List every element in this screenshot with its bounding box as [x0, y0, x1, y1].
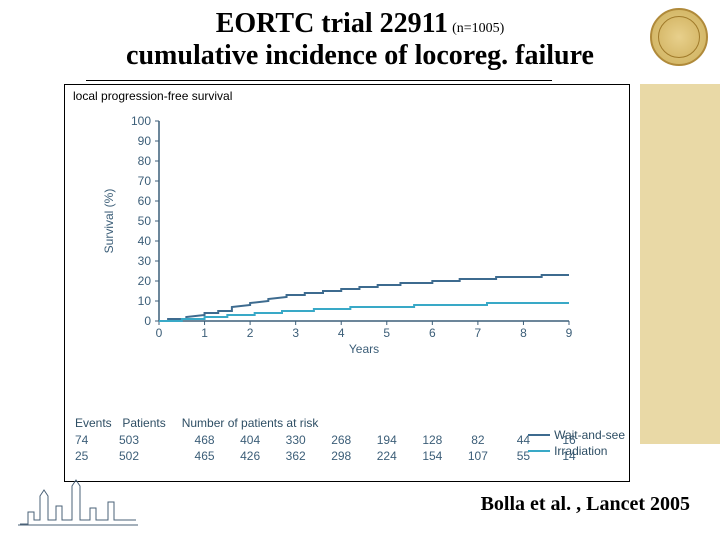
- risk-patients: 503: [119, 433, 175, 447]
- survival-plot: 0 10 20 30 40 50 60 70 80 90 100 0 1 2 3 4 5 6 7 8 9 Years Sur…: [95, 109, 595, 369]
- slide-title: EORTC trial 22911 (n=1005) cumulative in…: [0, 8, 720, 72]
- risk-count: 194: [373, 433, 401, 447]
- svg-text:20: 20: [138, 274, 152, 288]
- svg-text:90: 90: [138, 134, 152, 148]
- risk-events: 74: [75, 433, 119, 447]
- plot-svg: 0 10 20 30 40 50 60 70 80 90 100 0 1 2 3 4 5 6 7 8 9 Years Sur…: [95, 109, 595, 369]
- legend-label: Wait-and-see: [554, 428, 625, 442]
- svg-text:70: 70: [138, 174, 152, 188]
- title-line1: EORTC trial 22911: [216, 8, 448, 39]
- legend-row: Wait-and-see: [528, 427, 625, 443]
- legend: Wait-and-see Irradiation: [528, 427, 625, 459]
- risk-count: 468: [191, 433, 219, 447]
- risk-count: 268: [327, 433, 355, 447]
- svg-text:60: 60: [138, 194, 152, 208]
- title-underline: [86, 80, 552, 81]
- svg-text:7: 7: [475, 326, 482, 340]
- svg-text:0: 0: [144, 314, 151, 328]
- chart-frame: local progression-free survival 01020304…: [64, 84, 630, 482]
- legend-swatch: [528, 434, 550, 436]
- risk-count: 404: [236, 433, 264, 447]
- legend-swatch: [528, 450, 550, 452]
- svg-text:50: 50: [138, 214, 152, 228]
- svg-text:2: 2: [247, 326, 254, 340]
- svg-text:100: 100: [131, 114, 151, 128]
- risk-h-atrisk: Number of patients at risk: [182, 416, 319, 430]
- svg-text:4: 4: [338, 326, 345, 340]
- svg-text:3: 3: [292, 326, 299, 340]
- svg-text:10: 10: [138, 294, 152, 308]
- side-strip: [640, 84, 720, 444]
- svg-text:1: 1: [201, 326, 208, 340]
- risk-count: 107: [464, 449, 492, 463]
- risk-h-events: Events: [75, 416, 119, 430]
- svg-text:0: 0: [156, 326, 163, 340]
- risk-count: 426: [236, 449, 264, 463]
- risk-count: 128: [418, 433, 446, 447]
- svg-text:30: 30: [138, 254, 152, 268]
- risk-count: 154: [418, 449, 446, 463]
- footer-illustration: [18, 476, 138, 526]
- svg-text:9: 9: [566, 326, 573, 340]
- risk-h-patients: Patients: [122, 416, 178, 430]
- svg-text:40: 40: [138, 234, 152, 248]
- risk-patients: 502: [119, 449, 175, 463]
- risk-count: 362: [282, 449, 310, 463]
- svg-text:5: 5: [383, 326, 390, 340]
- svg-text:Survival (%): Survival (%): [102, 189, 116, 254]
- risk-count: 224: [373, 449, 401, 463]
- legend-row: Irradiation: [528, 443, 625, 459]
- svg-text:8: 8: [520, 326, 527, 340]
- risk-count: 330: [282, 433, 310, 447]
- svg-text:Years: Years: [349, 342, 379, 356]
- title-n: (n=1005): [452, 21, 504, 36]
- title-line2: cumulative incidence of locoreg. failure: [0, 40, 720, 72]
- risk-count: 465: [191, 449, 219, 463]
- citation: Bolla et al. , Lancet 2005: [481, 493, 690, 516]
- svg-text:6: 6: [429, 326, 436, 340]
- risk-events: 25: [75, 449, 119, 463]
- risk-count: 82: [464, 433, 492, 447]
- chart-caption: local progression-free survival: [73, 89, 232, 103]
- risk-count: 298: [327, 449, 355, 463]
- legend-label: Irradiation: [554, 444, 607, 458]
- svg-text:80: 80: [138, 154, 152, 168]
